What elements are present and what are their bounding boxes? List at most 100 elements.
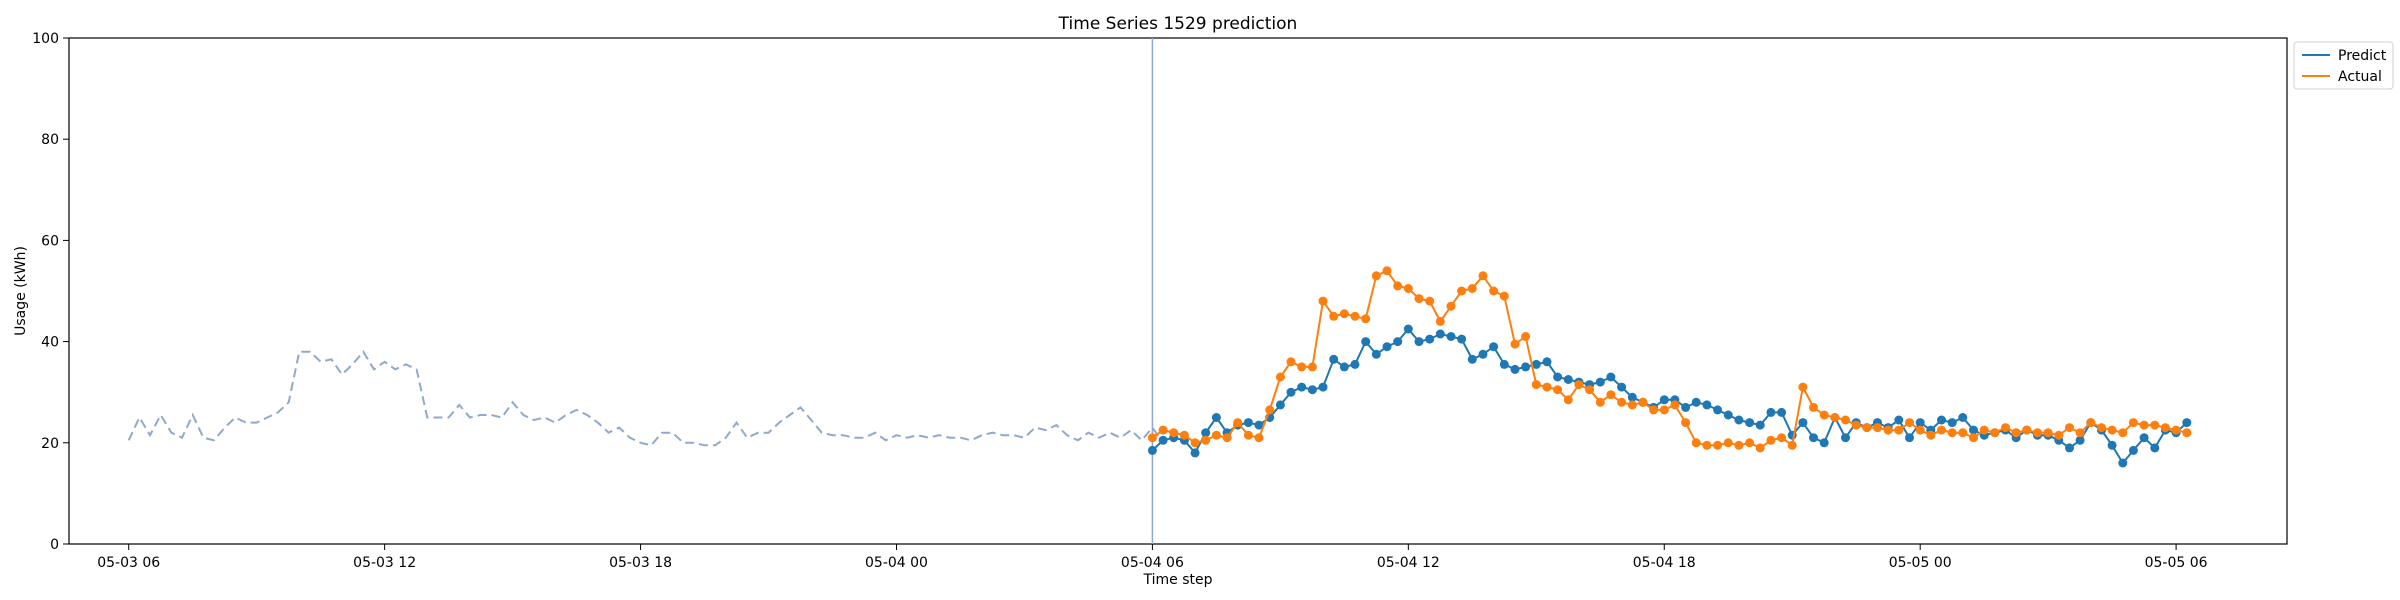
actual-point [1777,433,1787,443]
predict-point [1969,425,1978,435]
history-line [127,349,1186,447]
predict-point [1307,385,1317,395]
actual-point [2160,423,2170,433]
actual-point [1947,428,1957,438]
predict-point [1275,400,1285,410]
predict-point [1489,342,1499,352]
predict-point [1606,372,1616,382]
predict-point [1403,324,1413,334]
plot-area [68,37,2288,545]
actual-point [1819,410,1829,420]
x-tick-label: 05-05 00 [1889,555,1952,571]
actual-point [1531,380,1541,390]
actual-point [1190,438,1200,448]
x-tick-label: 05-04 06 [1121,555,1184,571]
actual-point [1265,405,1275,415]
predict-point [1467,354,1477,364]
actual-point [1574,380,1584,390]
x-tick-label: 05-05 06 [2145,555,2208,571]
actual-point [2043,428,2053,438]
predict-point [1819,438,1829,448]
actual-point [1809,402,1818,412]
predict-point [2075,435,2085,445]
predict-point [1478,349,1488,359]
actual-point [1702,440,1712,450]
predict-point [2118,458,2128,468]
predict-point [1393,337,1403,347]
predict-point [1382,342,1392,352]
predict-point [1681,402,1691,412]
actual-point [1510,339,1520,349]
y-tick-label: 40 [41,335,59,351]
actual-point [1329,311,1339,321]
predict-point [2182,418,2192,428]
actual-point [1307,362,1317,372]
predict-line [1151,327,2188,465]
predict-point [2107,440,2117,450]
predict-point [1318,382,1328,392]
actual-point [1883,425,1893,435]
predict-point [1414,337,1424,347]
actual-point [1595,397,1605,407]
actual-point [1297,362,1307,372]
actual-point [1222,433,1232,443]
predict-point [1947,418,1957,428]
predict-point [1809,433,1818,443]
actual-point [1979,425,1989,435]
actual-point [2171,425,2181,435]
actual-point [1414,294,1424,304]
actual-point [1862,423,1872,433]
actual-point [2011,428,2021,438]
predict-point [1841,433,1850,443]
legend-label-actual: Actual [2338,69,2382,85]
chart-title: Time Series 1529 prediction [1058,14,1298,34]
actual-point [2097,423,2106,433]
predict-point [1702,400,1712,410]
actual-point [2182,428,2192,438]
predict-point [1777,407,1787,417]
predict-point [1190,448,1200,458]
actual-point [1649,405,1659,415]
actual-point [1745,438,1755,448]
actual-point [1713,440,1723,450]
actual-point [1179,430,1189,440]
predict-point [1286,387,1296,397]
predict-point [1915,418,1925,428]
legend-label-predict: Predict [2338,48,2387,64]
predict-point [1766,407,1776,417]
predict-point [1659,395,1669,405]
actual-point [2033,428,2042,438]
x-axis-title: Time step [1143,572,1213,588]
predict-point [1734,415,1744,425]
actual-point [1489,286,1499,296]
predict-point [1723,410,1733,420]
y-axis: 0 20 40 60 80 100 [32,31,69,553]
x-tick-label: 05-04 12 [1377,555,1440,571]
actual-point [2128,418,2138,428]
actual-point [1403,284,1413,293]
actual-point [2118,428,2128,438]
actual-point [2075,428,2085,438]
actual-point [1723,438,1733,448]
actual-point [1606,390,1616,400]
actual-point [2022,425,2032,435]
actual-point [1339,309,1349,319]
x-tick-label: 05-03 06 [97,555,160,571]
actual-point [1659,405,1669,415]
predict-point [1745,418,1755,428]
actual-point [1926,430,1936,440]
actual-point [1617,397,1627,407]
predict-point [1350,359,1360,369]
predict-point [1755,420,1765,430]
actual-point [1915,425,1925,435]
actual-point [1798,382,1808,392]
actual-point [1243,430,1253,440]
actual-point [1499,291,1509,301]
predict-point [1158,435,1168,445]
predict-point [1435,329,1445,339]
predict-point [1937,415,1946,425]
predict-point [2128,445,2138,455]
y-tick-label: 60 [41,233,59,249]
actual-point [1969,433,1978,443]
actual-point [1393,281,1403,291]
